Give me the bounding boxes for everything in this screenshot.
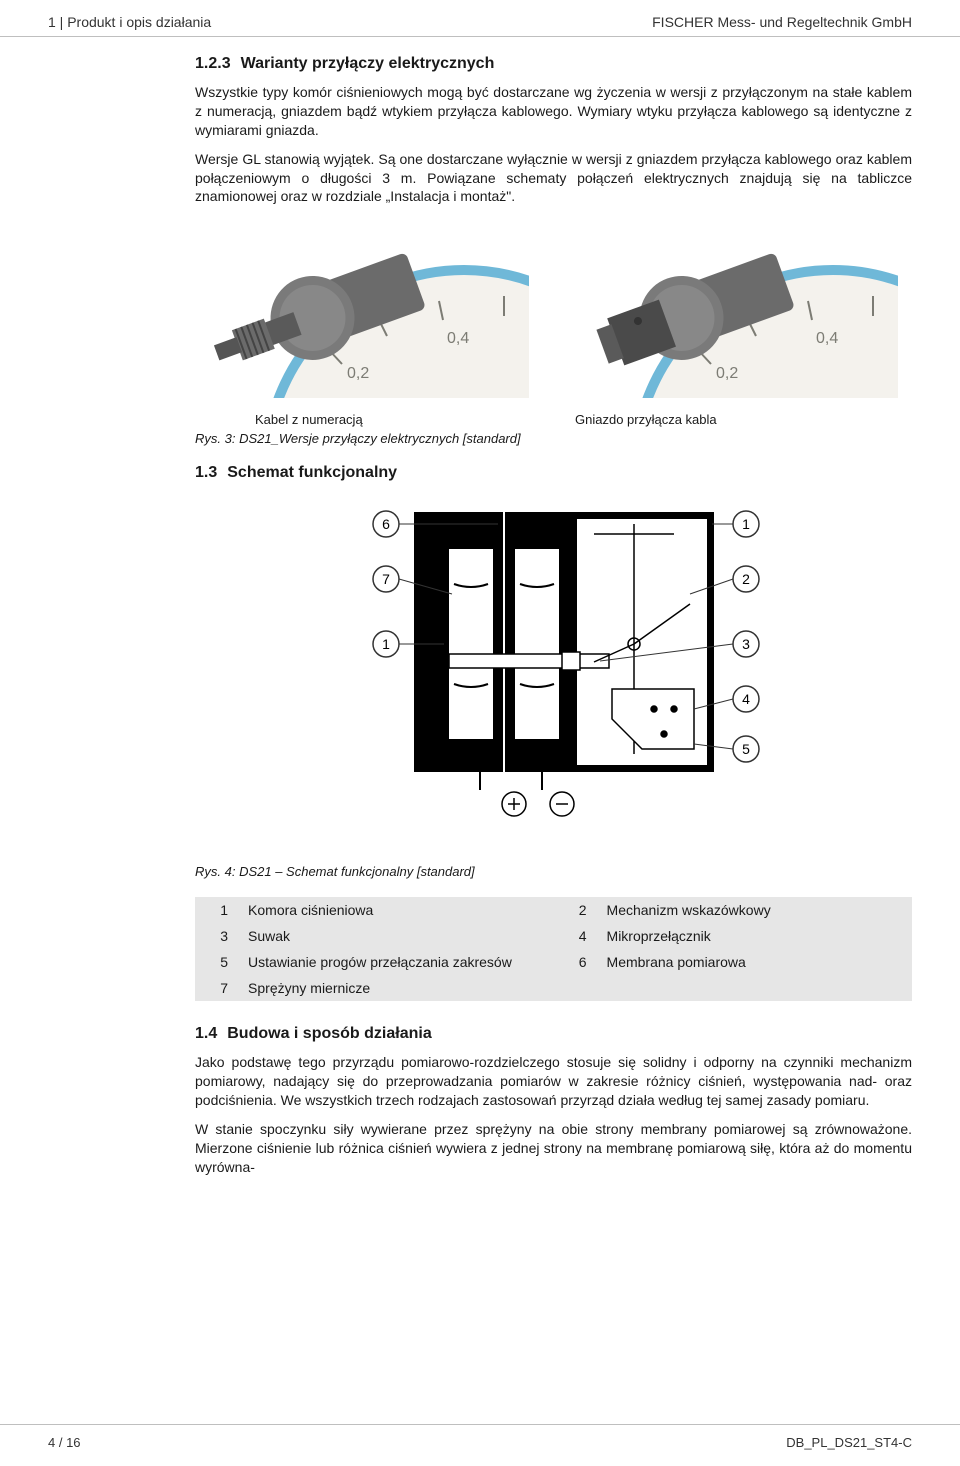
callout-7: 7 — [382, 571, 390, 587]
section-number: 1.2.3 — [195, 55, 231, 73]
svg-text:0,2: 0,2 — [716, 365, 738, 382]
callout-4: 4 — [742, 691, 750, 707]
callout-5: 5 — [742, 741, 750, 757]
svg-text:0,4: 0,4 — [447, 330, 469, 347]
paragraph: Wersje GL stanowią wyjątek. Są one dosta… — [195, 150, 912, 207]
footer-doc-id: DB_PL_DS21_ST4-C — [786, 1435, 912, 1450]
legend-num: 3 — [195, 923, 238, 949]
legend-num: 6 — [554, 949, 597, 975]
figure-4-caption: Rys. 4: DS21 – Schemat funkcjonalny [sta… — [195, 864, 912, 879]
paragraph: Wszystkie typy komór ciśnieniowych mogą … — [195, 83, 912, 140]
header-left: 1 | Produkt i opis działania — [48, 14, 211, 30]
legend-num: 4 — [554, 923, 597, 949]
legend-num — [554, 975, 597, 1001]
section-title: Schemat funkcjonalny — [227, 464, 397, 482]
legend-label: Membrana pomiarowa — [597, 949, 912, 975]
callout-1-right: 1 — [742, 516, 750, 532]
legend-num: 2 — [554, 897, 597, 923]
figure-3-row: 0,2 0,4 — [195, 228, 912, 398]
footer-page-number: 4 / 16 — [48, 1435, 81, 1450]
caption-right: Gniazdo przyłącza kabla — [575, 412, 717, 427]
legend-label: Mechanizm wskazówkowy — [597, 897, 912, 923]
section-number: 1.3 — [195, 464, 217, 482]
svg-text:0,2: 0,2 — [347, 365, 369, 382]
legend-num: 7 — [195, 975, 238, 1001]
section-1-3-heading: 1.3 Schemat funkcjonalny — [195, 464, 912, 482]
legend-label: Ustawianie progów przełączania zakresów — [238, 949, 553, 975]
section-title: Warianty przyłączy elektrycznych — [241, 55, 495, 73]
page-footer: 4 / 16 DB_PL_DS21_ST4-C — [0, 1424, 960, 1466]
legend-num: 1 — [195, 897, 238, 923]
legend-label — [597, 975, 912, 1001]
callout-2: 2 — [742, 571, 750, 587]
section-title: Budowa i sposób działania — [227, 1025, 431, 1043]
figure-3-captions: Kabel z numeracją Gniazdo przyłącza kabl… — [255, 412, 912, 427]
callout-6: 6 — [382, 516, 390, 532]
figure-socket-variant: 0,2 0,4 — [578, 228, 898, 398]
table-row: 7 Sprężyny miernicze — [195, 975, 912, 1001]
legend-table: 1 Komora ciśnieniowa 2 Mechanizm wskazów… — [195, 897, 912, 1001]
table-row: 1 Komora ciśnieniowa 2 Mechanizm wskazów… — [195, 897, 912, 923]
legend-num: 5 — [195, 949, 238, 975]
caption-left: Kabel z numeracją — [255, 412, 535, 427]
callout-1-left: 1 — [382, 636, 390, 652]
paragraph: Jako podstawę tego przyrządu pomiarowo-r… — [195, 1053, 912, 1110]
page-header: 1 | Produkt i opis działania FISCHER Mes… — [0, 0, 960, 37]
table-row: 3 Suwak 4 Mikroprzełącznik — [195, 923, 912, 949]
section-1-2-3-heading: 1.2.3 Warianty przyłączy elektrycznych — [195, 55, 912, 73]
legend-label: Sprężyny miernicze — [238, 975, 553, 1001]
callout-3: 3 — [742, 636, 750, 652]
legend-label: Mikroprzełącznik — [597, 923, 912, 949]
functional-diagram: 6 7 1 1 2 3 — [294, 494, 814, 854]
legend-label: Komora ciśnieniowa — [238, 897, 553, 923]
section-1-4-heading: 1.4 Budowa i sposób działania — [195, 1025, 912, 1043]
figure-3-caption: Rys. 3: DS21_Wersje przyłączy elektryczn… — [195, 431, 912, 446]
paragraph: W stanie spoczynku siły wywierane przez … — [195, 1120, 912, 1177]
figure-cable-variant: 0,2 0,4 — [209, 228, 529, 398]
svg-text:0,4: 0,4 — [816, 330, 838, 347]
section-number: 1.4 — [195, 1025, 217, 1043]
legend-label: Suwak — [238, 923, 553, 949]
header-right: FISCHER Mess- und Regeltechnik GmbH — [652, 14, 912, 30]
table-row: 5 Ustawianie progów przełączania zakresó… — [195, 949, 912, 975]
